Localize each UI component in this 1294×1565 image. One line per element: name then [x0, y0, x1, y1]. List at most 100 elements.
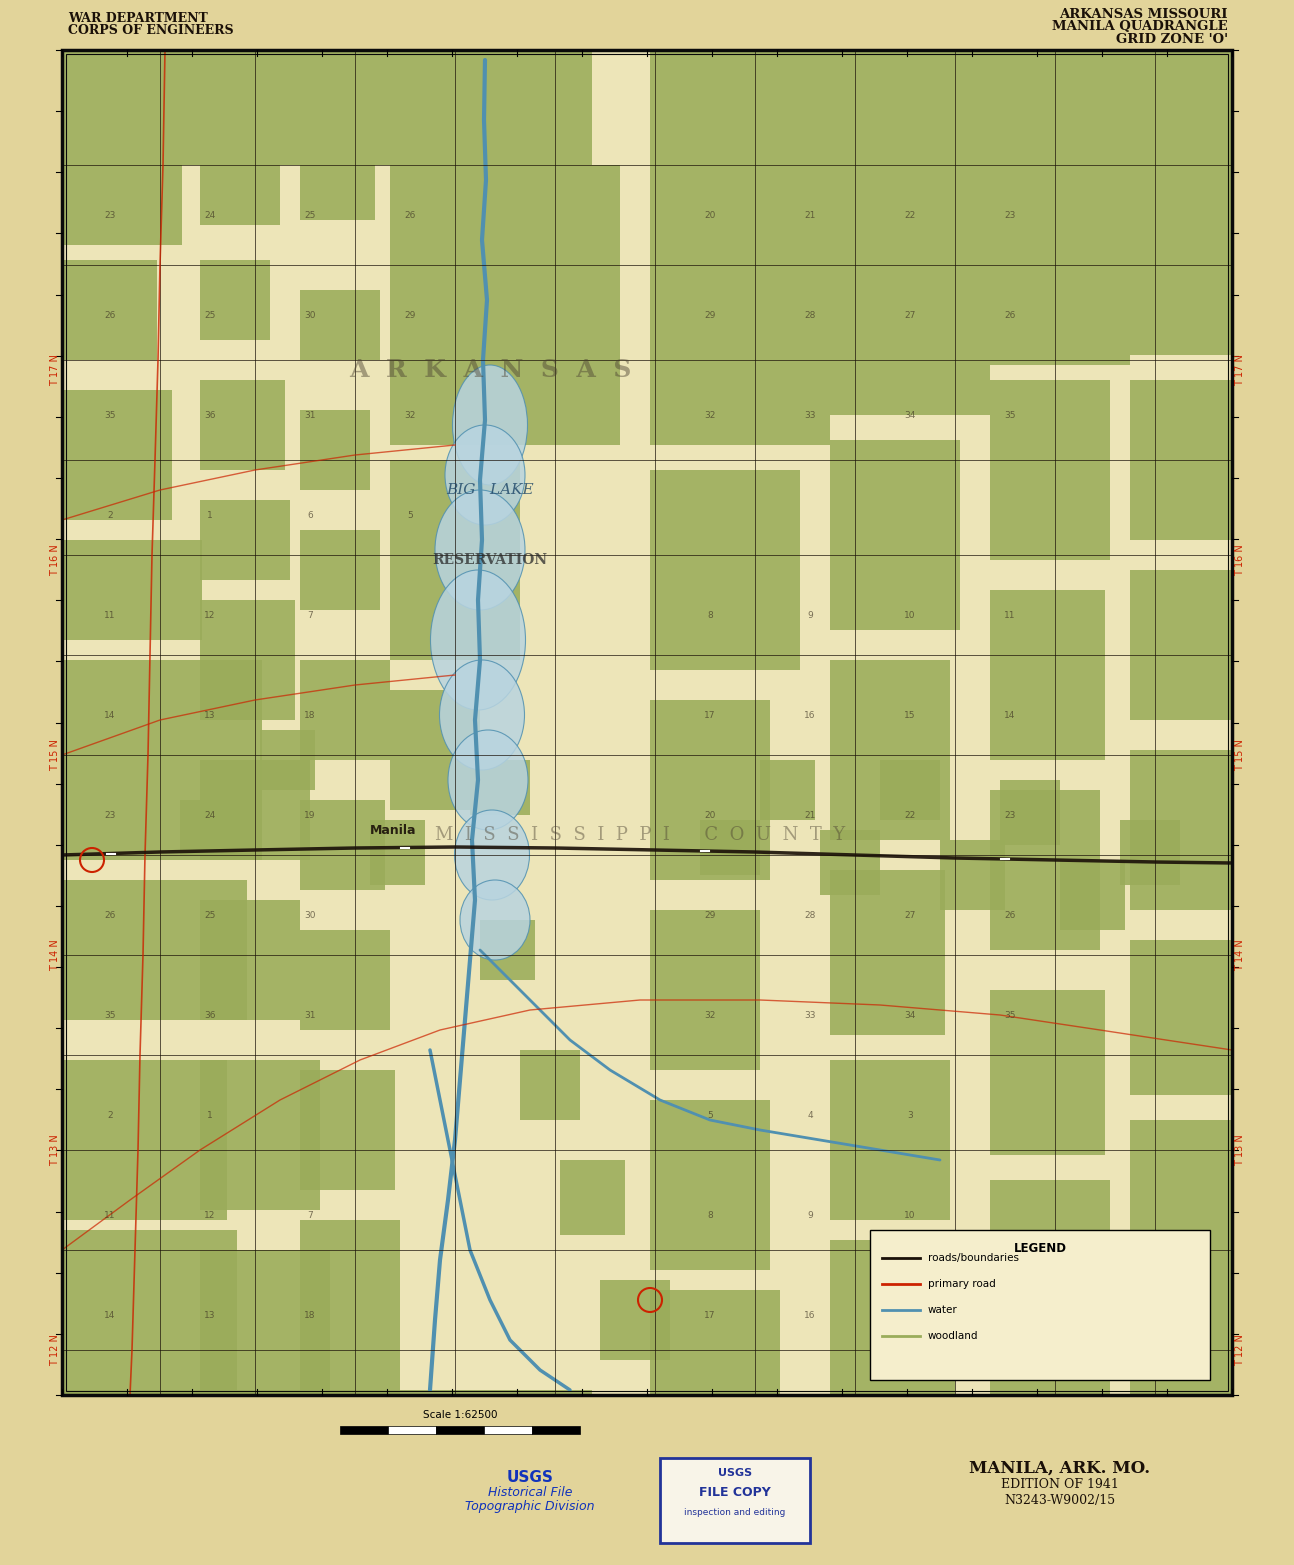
Text: 20: 20: [704, 811, 716, 820]
Text: 1: 1: [207, 510, 214, 520]
Bar: [201, 1060, 320, 1210]
Text: 16: 16: [805, 1310, 815, 1319]
Text: 23: 23: [1004, 811, 1016, 820]
Text: WAR DEPARTMENT: WAR DEPARTMENT: [69, 13, 208, 25]
Text: roads/boundaries: roads/boundaries: [928, 1254, 1018, 1263]
Text: GRID ZONE 'O': GRID ZONE 'O': [1115, 33, 1228, 45]
Text: 17: 17: [704, 1310, 716, 1319]
Text: 7: 7: [307, 610, 313, 620]
Bar: [480, 920, 534, 980]
Bar: [1130, 750, 1232, 909]
Bar: [201, 380, 285, 470]
Bar: [370, 820, 424, 884]
Bar: [1130, 570, 1232, 720]
Text: USGS: USGS: [718, 1468, 752, 1477]
Text: 22: 22: [905, 811, 916, 820]
Bar: [829, 440, 960, 631]
Text: LEGEND: LEGEND: [1013, 1243, 1066, 1255]
Text: 8: 8: [707, 610, 713, 620]
Text: 6: 6: [307, 510, 313, 520]
Bar: [62, 1060, 226, 1221]
Bar: [201, 260, 270, 340]
Text: 7: 7: [307, 1210, 313, 1219]
Text: 14: 14: [105, 711, 115, 720]
Text: T 14 N: T 14 N: [50, 939, 60, 970]
Text: 12: 12: [204, 610, 216, 620]
Text: 2: 2: [107, 1111, 113, 1119]
Text: EDITION OF 1941: EDITION OF 1941: [1002, 1477, 1119, 1491]
Bar: [300, 531, 380, 610]
Bar: [201, 1250, 330, 1394]
Text: 28: 28: [805, 911, 815, 920]
Text: 25: 25: [204, 911, 216, 920]
Ellipse shape: [440, 660, 524, 770]
Bar: [300, 1221, 400, 1394]
Bar: [470, 761, 531, 815]
Bar: [829, 660, 950, 840]
Bar: [300, 1070, 395, 1189]
Text: 26: 26: [105, 911, 115, 920]
Text: 26: 26: [404, 211, 415, 219]
Text: N3243-W9002/15: N3243-W9002/15: [1004, 1495, 1115, 1507]
Text: 25: 25: [204, 310, 216, 319]
Bar: [660, 1459, 810, 1543]
Text: 26: 26: [1004, 310, 1016, 319]
Text: USGS: USGS: [506, 1470, 554, 1485]
Text: 35: 35: [105, 1011, 115, 1019]
Text: 29: 29: [404, 310, 415, 319]
Bar: [829, 870, 945, 1034]
Text: A  R  K  A  N  S  A  S: A R K A N S A S: [349, 358, 631, 382]
Bar: [436, 1426, 484, 1434]
Text: ARKANSAS MISSOURI: ARKANSAS MISSOURI: [1060, 8, 1228, 20]
Text: 23: 23: [105, 811, 115, 820]
Bar: [340, 1426, 388, 1434]
Bar: [62, 164, 182, 246]
Text: 36: 36: [204, 410, 216, 419]
Text: 25: 25: [304, 211, 316, 219]
Bar: [990, 790, 1100, 950]
Bar: [300, 660, 389, 761]
Text: 35: 35: [105, 410, 115, 419]
Text: 23: 23: [105, 211, 115, 219]
Ellipse shape: [445, 426, 525, 524]
Text: T 16 N: T 16 N: [1234, 545, 1245, 576]
Ellipse shape: [459, 880, 531, 959]
Text: 32: 32: [404, 410, 415, 419]
Text: 27: 27: [905, 310, 916, 319]
Ellipse shape: [431, 570, 525, 711]
Text: 8: 8: [707, 1210, 713, 1219]
Text: 14: 14: [105, 1310, 115, 1319]
Text: 5: 5: [707, 1111, 713, 1119]
Text: 27: 27: [905, 911, 916, 920]
Bar: [62, 50, 591, 164]
Bar: [870, 1230, 1210, 1380]
Ellipse shape: [453, 365, 528, 485]
Bar: [484, 1426, 532, 1434]
Text: 11: 11: [105, 610, 115, 620]
Text: 31: 31: [304, 1011, 316, 1019]
Bar: [829, 164, 990, 415]
Bar: [990, 380, 1110, 560]
Bar: [650, 700, 770, 880]
Text: 11: 11: [1004, 610, 1016, 620]
Text: 32: 32: [704, 1011, 716, 1019]
Bar: [201, 761, 311, 861]
Text: 28: 28: [805, 310, 815, 319]
Text: 30: 30: [304, 911, 316, 920]
Text: T 17 N: T 17 N: [1234, 354, 1245, 387]
Text: 15: 15: [905, 1310, 916, 1319]
Bar: [650, 909, 760, 1070]
Text: 10: 10: [905, 1210, 916, 1219]
Bar: [1000, 779, 1060, 845]
Text: 21: 21: [805, 811, 815, 820]
Text: 35: 35: [1004, 410, 1016, 419]
Bar: [820, 829, 880, 895]
Bar: [1060, 861, 1124, 930]
Bar: [201, 499, 290, 581]
Text: CORPS OF ENGINEERS: CORPS OF ENGINEERS: [69, 23, 234, 38]
Text: FILE COPY: FILE COPY: [699, 1487, 771, 1499]
Text: 23: 23: [1004, 211, 1016, 219]
Bar: [520, 1050, 580, 1121]
Ellipse shape: [448, 729, 528, 829]
Text: Manila: Manila: [370, 823, 417, 837]
